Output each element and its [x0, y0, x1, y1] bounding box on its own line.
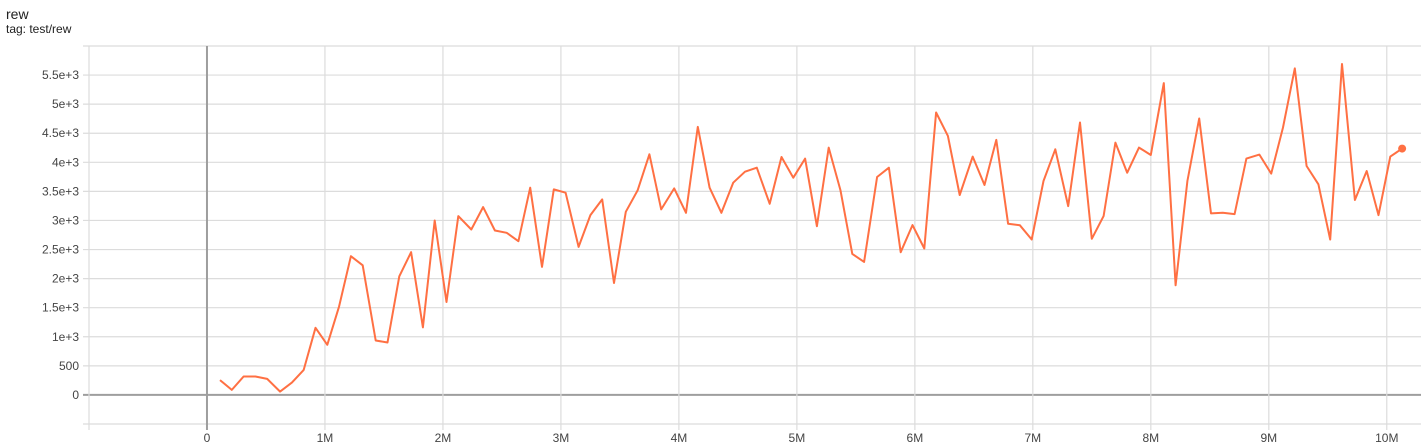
y-tick-label: 1.5e+3	[42, 301, 79, 315]
series-line	[219, 63, 1403, 393]
x-tick-label: 8M	[1142, 431, 1159, 445]
y-tick-label: 4e+3	[52, 155, 79, 169]
y-tick-label: 0	[72, 388, 79, 402]
y-tick-label: 5.5e+3	[42, 68, 79, 82]
chart-tag: tag: test/rew	[6, 22, 72, 36]
last-point-marker	[1398, 144, 1407, 153]
y-tick-label: 3e+3	[52, 213, 79, 227]
x-tick-label: 5M	[789, 431, 806, 445]
grid	[83, 45, 1421, 430]
chart-title: rew	[6, 6, 29, 22]
x-tick-label: 0	[204, 431, 211, 445]
x-tick-label: 3M	[553, 431, 570, 445]
y-tick-label: 2e+3	[52, 272, 79, 286]
x-tick-label: 2M	[435, 431, 452, 445]
x-tick-label: 10M	[1375, 431, 1398, 445]
x-tick-label: 4M	[671, 431, 688, 445]
x-tick-label: 6M	[907, 431, 924, 445]
x-tick-label: 1M	[317, 431, 334, 445]
y-tick-label: 500	[59, 359, 79, 373]
y-tick-label: 2.5e+3	[42, 243, 79, 257]
y-tick-label: 3.5e+3	[42, 184, 79, 198]
y-tick-label: 5e+3	[52, 97, 79, 111]
y-tick-label: 4.5e+3	[42, 126, 79, 140]
y-tick-label: 1e+3	[52, 330, 79, 344]
x-tick-label: 9M	[1260, 431, 1277, 445]
x-tick-label: 7M	[1025, 431, 1042, 445]
series	[219, 63, 1407, 393]
axes: 0 500 1e+3 1.5e+3 2e+3 2.5e+3 3e+3 3.5e+3 4e+3 4.…	[42, 68, 1399, 445]
